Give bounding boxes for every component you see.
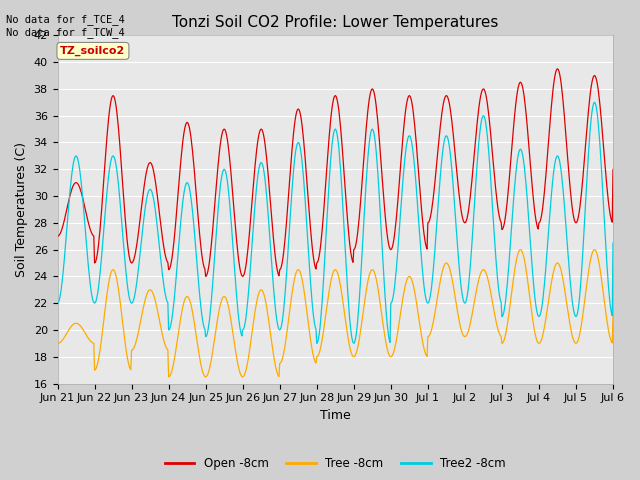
- Y-axis label: Soil Temperatures (C): Soil Temperatures (C): [15, 142, 28, 277]
- Title: Tonzi Soil CO2 Profile: Lower Temperatures: Tonzi Soil CO2 Profile: Lower Temperatur…: [172, 15, 499, 30]
- Legend: Open -8cm, Tree -8cm, Tree2 -8cm: Open -8cm, Tree -8cm, Tree2 -8cm: [160, 453, 511, 475]
- Text: TZ_soilco2: TZ_soilco2: [60, 46, 125, 56]
- X-axis label: Time: Time: [320, 409, 351, 422]
- Text: No data for f_TCE_4
No data for f_TCW_4: No data for f_TCE_4 No data for f_TCW_4: [6, 14, 125, 38]
